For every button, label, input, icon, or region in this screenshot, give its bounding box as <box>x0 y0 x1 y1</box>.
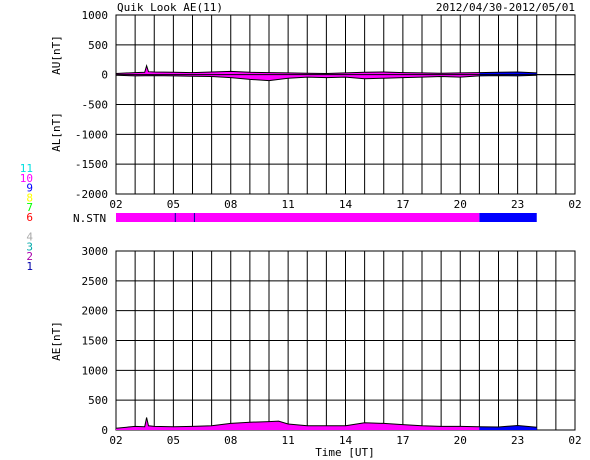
x-tick-label: 20 <box>454 434 467 447</box>
date-range: 2012/04/30-2012/05/01 <box>436 1 575 14</box>
station-count-3: 3 <box>26 240 33 253</box>
station-bar-segment <box>479 213 537 222</box>
series-area-ae <box>116 417 480 430</box>
x-tick-label: 02 <box>109 434 122 447</box>
ae-axis-label: AE[nT] <box>50 321 63 361</box>
series-line-al <box>115 74 537 82</box>
y-tick-label: -2000 <box>75 188 108 201</box>
x-tick-label: 23 <box>511 198 524 211</box>
station-count-9: 9 <box>26 182 33 195</box>
x-tick-label: 05 <box>167 198 180 211</box>
x-tick-label: 23 <box>511 434 524 447</box>
station-count-1: 1 <box>26 260 33 273</box>
y-tick-label: 1500 <box>82 335 109 348</box>
plot-title: Quik Look AE(11) <box>117 1 223 14</box>
x-tick-label: 08 <box>224 198 237 211</box>
y-tick-label: 0 <box>101 424 108 437</box>
station-count-row <box>116 213 537 222</box>
x-tick-label: 02 <box>568 198 581 211</box>
station-count-5: 5 <box>26 221 33 234</box>
y-tick-label: 500 <box>88 394 108 407</box>
x-tick-label: 17 <box>396 198 409 211</box>
series-area-late-ae <box>479 425 537 430</box>
station-count-6: 6 <box>26 211 33 224</box>
y-tick-label: -1500 <box>75 158 108 171</box>
x-axis-label: Time [UT] <box>315 446 375 459</box>
x-tick-label: 20 <box>454 198 467 211</box>
x-tick-label: 08 <box>224 434 237 447</box>
al-axis-label: AL[nT] <box>50 112 63 152</box>
station-count-2: 2 <box>26 250 33 263</box>
station-count-7: 7 <box>26 201 33 214</box>
x-tick-label: 11 <box>282 434 295 447</box>
station-count-4: 4 <box>26 231 33 244</box>
station-count-10: 10 <box>20 172 33 185</box>
x-tick-label: 02 <box>109 198 122 211</box>
station-bar-segment <box>116 213 480 222</box>
n-stn-label: N.STN <box>73 212 106 225</box>
station-count-8: 8 <box>26 191 33 204</box>
y-tick-label: 1000 <box>82 9 109 22</box>
series-line-ae <box>115 417 537 429</box>
x-tick-label: 17 <box>396 434 409 447</box>
y-tick-label: 3000 <box>82 245 109 258</box>
y-tick-label: 2500 <box>82 275 109 288</box>
station-count-11: 11 <box>20 162 33 175</box>
y-tick-label: 2000 <box>82 305 109 318</box>
y-tick-label: 0 <box>101 69 108 82</box>
au-axis-label: AU[nT] <box>50 35 63 75</box>
series-line-au <box>115 63 537 75</box>
y-tick-label: 500 <box>88 39 108 52</box>
x-tick-label: 02 <box>568 434 581 447</box>
x-tick-label: 05 <box>167 434 180 447</box>
y-tick-label: 1000 <box>82 364 109 377</box>
x-tick-label: 11 <box>282 198 295 211</box>
y-tick-label: -1000 <box>75 128 108 141</box>
x-tick-label: 14 <box>339 434 353 447</box>
x-tick-label: 14 <box>339 198 353 211</box>
y-tick-label: -500 <box>82 99 109 112</box>
